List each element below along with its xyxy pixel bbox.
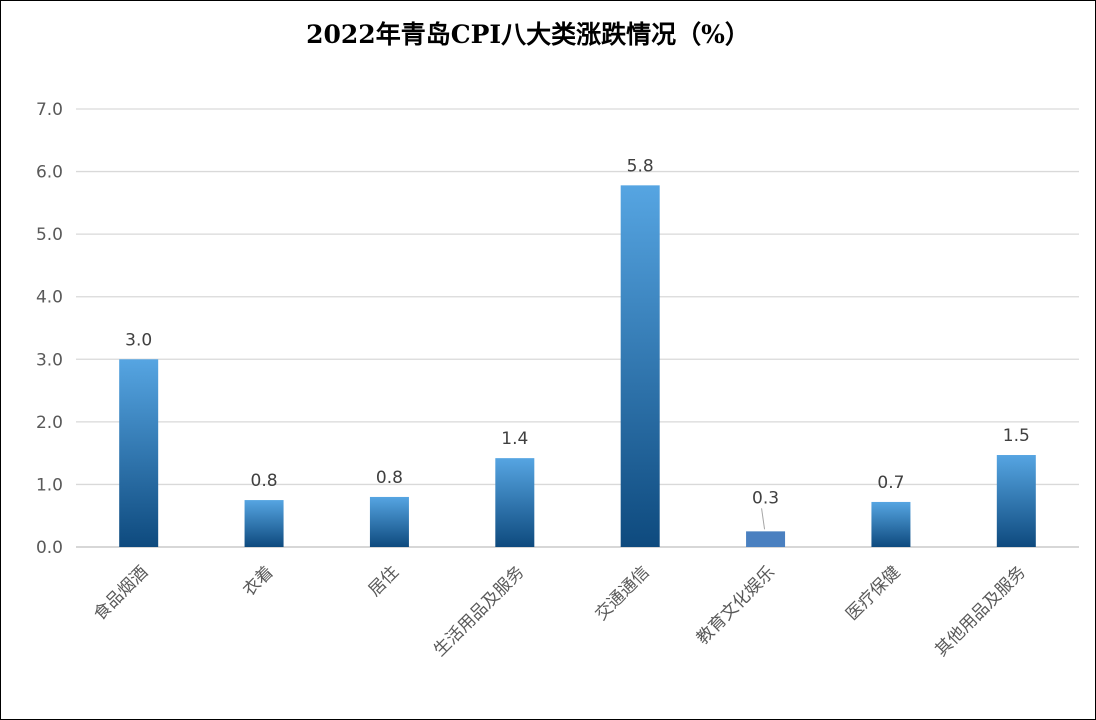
bar xyxy=(495,458,535,547)
y-tick-label: 0.0 xyxy=(36,538,63,558)
bar xyxy=(119,359,159,547)
category-label: 教育文化娱乐 xyxy=(693,562,779,648)
bar xyxy=(871,501,911,547)
gridlines xyxy=(76,108,1079,548)
bar xyxy=(244,500,284,547)
y-tick-label: 1.0 xyxy=(36,475,63,495)
bar xyxy=(369,496,409,547)
category-label: 其他用品及服务 xyxy=(932,562,1030,660)
data-labels: 3.0 0.8 0.8 1.4 5.8 0.3 0.7 1.5 xyxy=(125,156,1030,530)
y-tick-label: 4.0 xyxy=(36,288,63,308)
bar xyxy=(620,185,660,547)
y-tick-label: 7.0 xyxy=(36,100,63,120)
category-label: 居住 xyxy=(365,562,403,600)
category-labels: 食品烟酒 衣着 居住 生活用品及服务 交通通信 教育文化娱乐 医疗保健 其他用品及服务 xyxy=(90,562,1030,660)
bars xyxy=(119,185,1036,547)
data-label: 5.8 xyxy=(627,156,654,176)
category-label: 生活用品及服务 xyxy=(430,562,528,660)
y-tick-label: 6.0 xyxy=(36,163,63,183)
data-label: 0.8 xyxy=(251,471,278,491)
y-axis-ticks: 0.0 1.0 2.0 3.0 4.0 5.0 6.0 7.0 xyxy=(36,100,63,558)
data-label: 1.5 xyxy=(1003,426,1030,446)
chart-title: 2022年青岛CPI八大类涨跌情况（%） xyxy=(306,20,750,49)
bar xyxy=(996,455,1036,547)
data-label: 0.3 xyxy=(752,488,779,508)
category-label: 医疗保健 xyxy=(842,562,904,624)
leader-line xyxy=(761,508,766,530)
category-label: 衣着 xyxy=(239,562,277,600)
y-tick-label: 2.0 xyxy=(36,413,63,433)
bar xyxy=(746,531,786,547)
data-label: 1.4 xyxy=(501,429,528,449)
data-label: 0.7 xyxy=(877,473,904,493)
category-label: 交通通信 xyxy=(591,562,653,624)
y-tick-label: 3.0 xyxy=(36,350,63,370)
category-label: 食品烟酒 xyxy=(90,562,152,624)
data-label: 3.0 xyxy=(125,330,152,350)
data-label: 0.8 xyxy=(376,468,403,488)
y-tick-label: 5.0 xyxy=(36,225,63,245)
